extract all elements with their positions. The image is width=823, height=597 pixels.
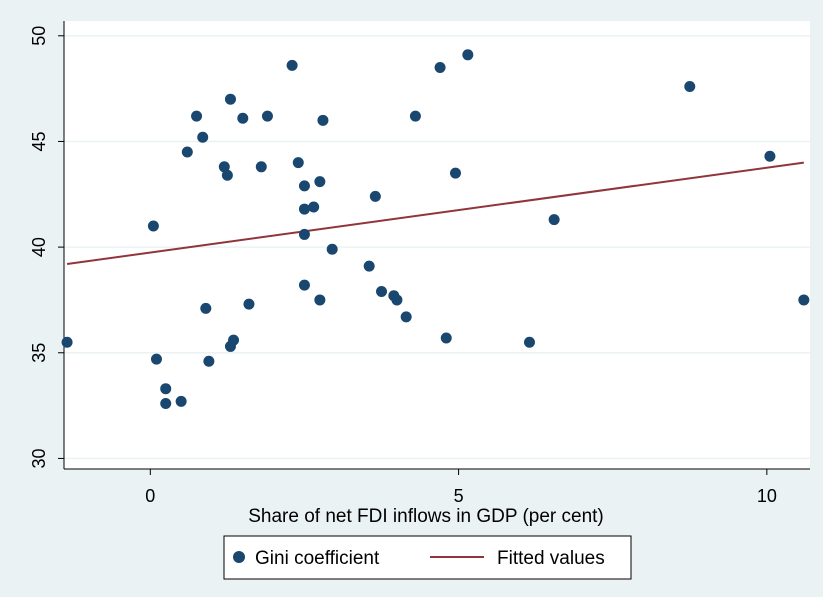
- data-point: [224, 93, 236, 105]
- legend-box: [223, 535, 632, 580]
- data-point: [160, 397, 172, 409]
- data-point: [175, 395, 187, 407]
- data-point: [326, 243, 338, 255]
- y-tick-label: 45: [29, 131, 49, 151]
- data-point: [237, 112, 249, 124]
- data-point: [523, 336, 535, 348]
- legend-label-gini: Gini coefficient: [255, 548, 380, 569]
- data-point: [400, 311, 412, 323]
- data-point: [150, 353, 162, 365]
- data-point: [147, 220, 159, 232]
- data-point: [409, 110, 421, 122]
- data-point: [314, 176, 326, 188]
- data-point: [160, 383, 172, 395]
- data-point: [298, 279, 310, 291]
- data-point: [684, 81, 696, 93]
- data-point: [314, 294, 326, 306]
- data-point: [298, 228, 310, 240]
- data-point: [798, 294, 810, 306]
- x-tick-label: 10: [757, 486, 777, 506]
- fitted-line-layer: [66, 161, 804, 266]
- legend-marker-gini: [233, 551, 245, 563]
- data-point: [243, 298, 255, 310]
- scatter-points: [61, 49, 810, 409]
- axes: [58, 21, 810, 475]
- data-point: [317, 114, 329, 126]
- y-tick-label: 40: [29, 237, 49, 257]
- data-point: [434, 61, 446, 73]
- tick-labels: 30 35 40 45 50 0 5 10: [29, 26, 777, 506]
- data-point: [462, 49, 474, 61]
- y-tick-label: 35: [29, 343, 49, 363]
- y-tick-label: 50: [29, 26, 49, 46]
- x-tick-label: 5: [454, 486, 464, 506]
- data-point: [292, 157, 304, 169]
- data-point: [181, 146, 193, 158]
- data-point: [376, 285, 388, 297]
- x-axis-title: Share of net FDI inflows in GDP (per cen…: [248, 506, 604, 527]
- data-point: [391, 294, 403, 306]
- data-point: [298, 203, 310, 215]
- data-point: [200, 302, 212, 314]
- data-point: [261, 110, 273, 122]
- data-point: [228, 334, 240, 346]
- y-tick-label: 30: [29, 448, 49, 468]
- data-point: [191, 110, 203, 122]
- data-point: [218, 161, 230, 173]
- data-point: [440, 332, 452, 344]
- data-point: [197, 131, 209, 143]
- data-point: [255, 161, 267, 173]
- plot-area: [64, 21, 810, 469]
- data-point: [308, 201, 320, 213]
- legend-label-fitted: Fitted values: [497, 548, 605, 569]
- data-point: [286, 59, 298, 71]
- data-point: [449, 167, 461, 179]
- fitted-values-line: [66, 161, 804, 266]
- data-point: [764, 150, 776, 162]
- data-point: [61, 336, 73, 348]
- x-tick-label: 0: [145, 486, 155, 506]
- data-point: [363, 260, 375, 272]
- data-point: [298, 180, 310, 192]
- legend: Gini coefficient Fitted values: [223, 535, 632, 580]
- data-point: [221, 169, 233, 181]
- data-point: [369, 190, 381, 202]
- data-point: [548, 214, 560, 226]
- data-point: [203, 355, 215, 367]
